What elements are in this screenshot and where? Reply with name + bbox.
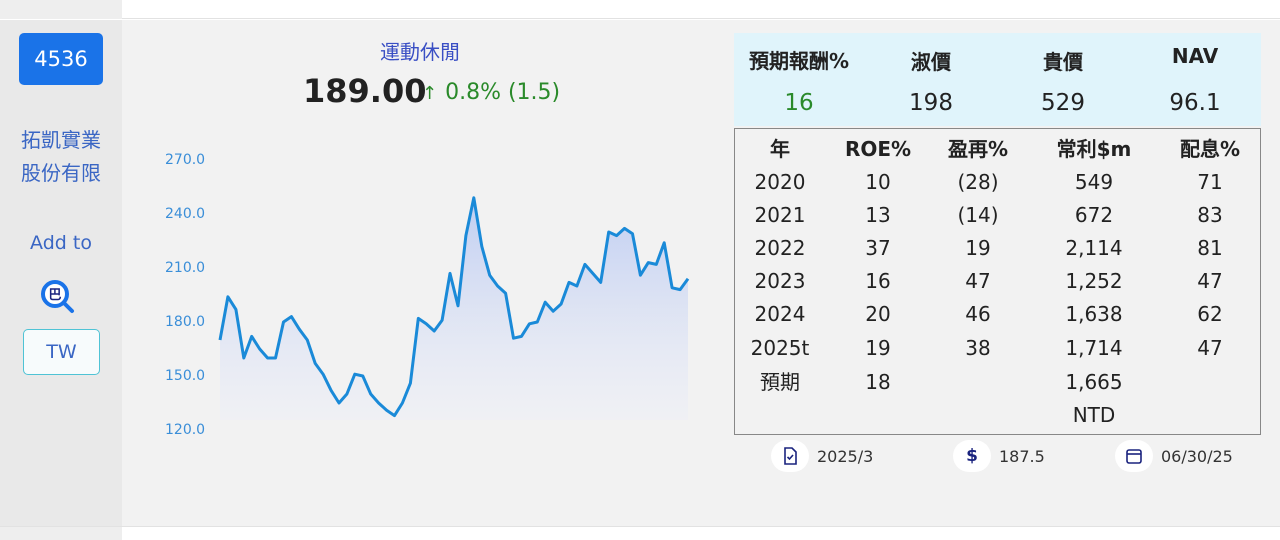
dollar-icon: $ (953, 440, 991, 472)
price-change-value: 0.8% (1.5) (445, 80, 561, 105)
table-row: 2024 20 46 1,638 62 (735, 298, 1259, 331)
column-header: 常利$m (1056, 137, 1132, 161)
document-check-icon (771, 440, 809, 472)
year-cell: 2024 (754, 302, 806, 326)
profit-cell: 2,114 (1065, 236, 1123, 260)
y-tick-label: 210.0 (165, 260, 206, 276)
roe-cell: 19 (865, 336, 891, 360)
stock-code-button[interactable]: 4536 (19, 33, 103, 85)
valuation-header-expensive-price: 貴價 (1043, 50, 1083, 74)
reinvest-cell: 38 (965, 336, 991, 360)
watchlist-search-icon[interactable]: 巴 (40, 276, 86, 316)
year-cell: 預期 (760, 370, 800, 394)
year-cell: 2022 (754, 236, 806, 260)
profit-cell: 1,638 (1065, 302, 1123, 326)
table-row: 預期 18 1,665 (735, 366, 1259, 399)
price-chart (218, 196, 690, 420)
valuation-expensive-price: 529 (1041, 90, 1085, 116)
top-bar-left (0, 0, 122, 19)
reinvest-cell: 19 (965, 236, 991, 260)
price-change: ↑ 0.8% (1.5) (422, 80, 560, 105)
price-line (218, 196, 690, 418)
column-header: 配息% (1179, 137, 1241, 161)
bottom-bar (0, 526, 1280, 540)
calendar-icon (1115, 440, 1153, 472)
table-row: 2023 16 47 1,252 47 (735, 265, 1259, 298)
up-arrow-icon: ↑ (422, 83, 438, 104)
market-tw-button[interactable]: TW (23, 329, 100, 375)
roe-cell: 37 (865, 236, 891, 260)
report-period: 2025/3 (771, 440, 873, 472)
payout-cell: 71 (1197, 170, 1223, 194)
top-bar (0, 0, 1280, 19)
table-row: 2025t 19 38 1,714 47 (735, 332, 1259, 365)
year-cell: 2021 (754, 203, 806, 227)
payout-cell: 62 (1197, 302, 1223, 326)
y-tick-label: 120.0 (165, 422, 206, 438)
profit-cell: 1,665 (1065, 370, 1123, 394)
table-row: 2022 37 19 2,114 81 (735, 232, 1259, 265)
search-badge-text: 巴 (48, 288, 61, 303)
valuation-nav: 96.1 (1169, 90, 1221, 116)
currency-label: NTD (1072, 403, 1116, 427)
data-date-value: 06/30/25 (1161, 446, 1233, 466)
bottom-bar-left (0, 527, 122, 540)
y-tick-label: 150.0 (165, 368, 206, 384)
valuation-panel: 預期報酬% 淑價 貴價 NAV 16 198 529 96.1 (734, 33, 1261, 126)
column-header: 年 (770, 137, 790, 161)
year-cell: 2023 (754, 269, 806, 293)
reinvest-cell: (14) (957, 203, 999, 227)
table-row: 2021 13 (14) 672 83 (735, 199, 1259, 232)
data-date: 06/30/25 (1115, 440, 1233, 472)
roe-cell: 16 (865, 269, 891, 293)
profit-cell: 1,714 (1065, 336, 1123, 360)
y-tick-label: 270.0 (165, 152, 206, 168)
valuation-cheap-price: 198 (909, 90, 953, 116)
reinvest-cell: 47 (965, 269, 991, 293)
reinvest-cell: (28) (957, 170, 999, 194)
profit-cell: 672 (1074, 203, 1114, 227)
valuation-header-cheap-price: 淑價 (911, 50, 951, 74)
profit-cell: 549 (1074, 170, 1114, 194)
company-name-line2: 股份有限 (21, 161, 101, 185)
reference-price: $ 187.5 (953, 440, 1045, 472)
y-tick-label: 240.0 (165, 206, 206, 222)
column-header: ROE% (844, 137, 912, 161)
price-area (220, 197, 688, 420)
year-cell: 2025t (750, 336, 810, 360)
payout-cell: 47 (1197, 336, 1223, 360)
roe-cell: 18 (865, 370, 891, 394)
reference-price-value: 187.5 (999, 446, 1045, 466)
company-name-line1: 拓凱實業 (21, 128, 101, 152)
company-name: 拓凱實業 股份有限 (0, 124, 122, 190)
valuation-expected-return: 16 (784, 90, 814, 116)
roe-cell: 10 (865, 170, 891, 194)
valuation-header-nav: NAV (1171, 44, 1219, 68)
table-header-row: 年 ROE% 盈再% 常利$m 配息% (735, 133, 1259, 166)
report-period-value: 2025/3 (817, 446, 874, 466)
payout-cell: 47 (1197, 269, 1223, 293)
table-row: 2020 10 (28) 549 71 (735, 166, 1259, 199)
column-header: 盈再% (947, 137, 1009, 161)
category-title: 運動休閒 (380, 40, 460, 64)
stock-price: 189.00 (303, 72, 427, 110)
year-cell: 2020 (754, 170, 806, 194)
roe-cell: 13 (865, 203, 891, 227)
financials-table: 年 ROE% 盈再% 常利$m 配息% 2020 10 (28) 549 71 … (734, 128, 1261, 435)
roe-cell: 20 (865, 302, 891, 326)
currency-row: NTD (735, 399, 1259, 432)
valuation-header-expected-return: 預期報酬% (748, 49, 850, 73)
add-to-link[interactable]: Add to (30, 232, 92, 254)
y-tick-label: 180.0 (165, 314, 206, 330)
payout-cell: 83 (1197, 203, 1223, 227)
sidebar (0, 20, 122, 526)
reinvest-cell: 46 (965, 302, 991, 326)
payout-cell: 81 (1197, 236, 1223, 260)
profit-cell: 1,252 (1065, 269, 1123, 293)
